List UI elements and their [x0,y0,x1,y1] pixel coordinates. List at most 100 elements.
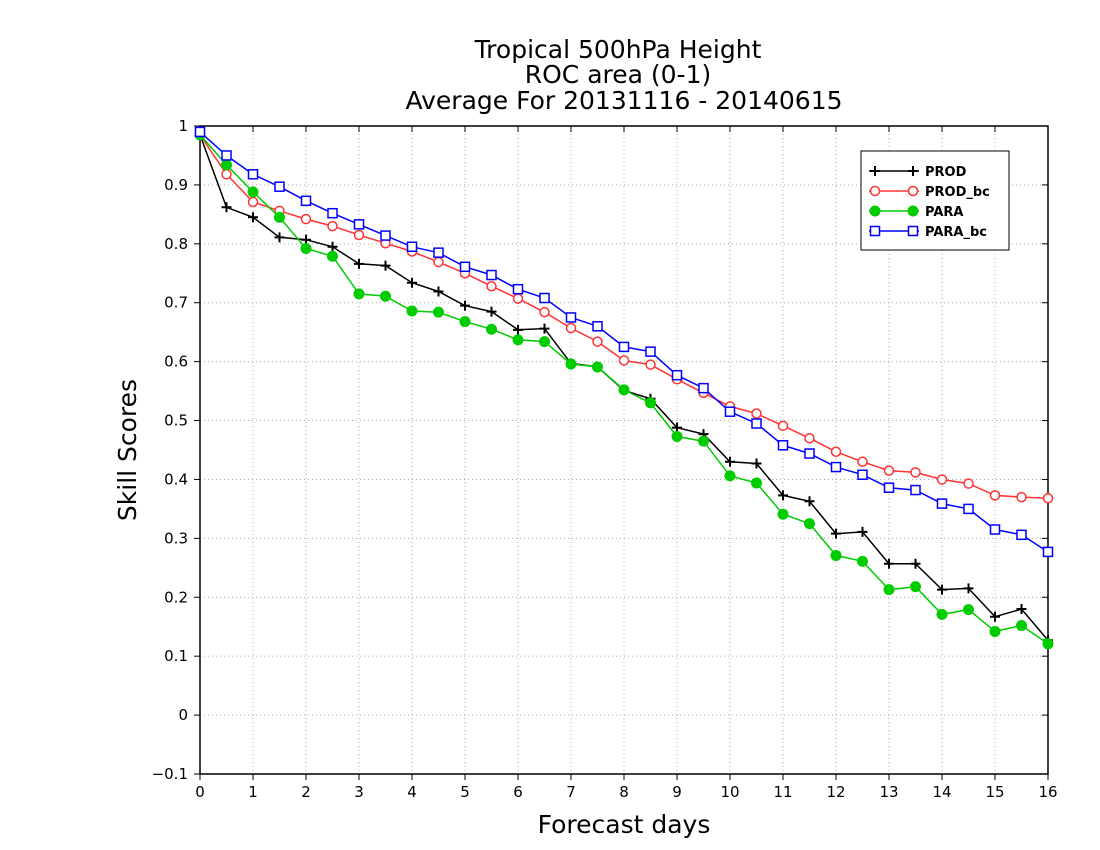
legend-label: PARA_bc [925,225,987,240]
data-point-prod-bc [963,478,974,489]
data-point-para-bc [274,181,285,192]
legend-label: PROD_bc [925,185,990,200]
data-point-prod-bc [1042,493,1054,504]
data-point-para [724,470,736,482]
legend-marker [907,205,919,217]
legend-marker [907,185,919,197]
data-point-para-bc [592,321,603,332]
data-point-para-bc [221,150,232,161]
legend-marker [870,166,880,176]
data-point-prod [857,526,868,537]
data-point-para-bc [830,461,842,473]
data-point-prod [407,277,417,288]
data-point-prod-bc [883,465,895,476]
x-tick-label: 0 [195,783,205,801]
x-tick-label: 16 [1038,783,1057,801]
data-point-para-bc [751,418,762,429]
data-point-para-bc [645,346,656,357]
chart-title-line-1: Tropical 500hPa Height [474,35,762,64]
y-tick-label: 0 [178,706,188,724]
legend-entry-para-bc: PARA_bc [869,225,987,240]
data-point-para-bc [247,169,259,180]
series-prod-bc [194,129,1054,504]
data-point-para [989,625,1001,637]
data-point-para [406,305,418,317]
data-point-para [936,608,948,620]
x-tick-label: 2 [301,783,311,801]
y-tick-label: 0.3 [164,529,188,547]
data-point-para [671,430,683,442]
data-point-prod [539,323,550,334]
y-tick-label: 0.1 [164,647,188,665]
data-point-prod-bc [512,293,524,304]
x-tick-label: 11 [773,783,792,801]
data-point-para [539,336,550,348]
data-point-prod-bc [247,196,259,208]
data-point-para [592,361,603,373]
legend-marker [907,225,919,237]
data-point-para-bc [380,230,391,241]
y-tick-label: 0.8 [164,235,188,253]
data-point-prod [221,202,232,213]
data-point-prod [380,260,391,271]
data-point-para [777,508,789,520]
data-point-prod-bc [327,220,338,232]
data-point-prod-bc [433,256,444,268]
x-tick-label: 12 [826,783,845,801]
data-point-prod [725,456,735,467]
chart-title-line-3: Average For 20131116 - 20140615 [405,86,842,115]
data-point-para-bc [433,247,444,258]
y-axis-label: Skill Scores [113,379,142,521]
data-point-para [804,518,815,530]
data-point-prod [513,324,523,335]
x-tick-label: 5 [460,783,470,801]
y-tick-label: −0.1 [152,765,188,783]
x-axis-label: Forecast days [538,810,711,839]
series-para-bc [194,126,1054,558]
data-point-para [963,604,974,616]
data-point-para-bc [671,369,683,381]
data-point-prod-bc [830,446,842,458]
data-point-prod-bc [592,336,603,347]
x-tick-label: 4 [407,783,417,801]
y-tick-label: 0.5 [164,412,188,430]
data-point-para [247,186,259,198]
y-tick-label: 0.7 [164,294,188,312]
data-point-prod-bc [804,432,815,444]
data-point-para [459,316,471,328]
axis-ticks: 0 1 2 3 4 5 6 7 8 9 10 11 12 13 14 15 16−0.100.10.20.30.… [152,117,1058,801]
data-point-prod-bc [565,322,577,334]
data-point-prod-bc [751,408,762,419]
data-point-para [618,384,630,396]
y-tick-label: 0.6 [164,353,188,371]
data-point-para-bc [857,469,868,480]
data-point-para [857,555,868,567]
data-point-prod-bc [936,474,948,485]
data-point-prod [354,258,364,269]
data-point-prod [274,232,285,243]
x-tick-label: 10 [720,783,739,801]
data-point-prod [963,583,974,594]
data-point-para [830,549,842,561]
legend-entry-prod: PROD [869,165,967,180]
legend-marker [869,225,881,237]
data-point-para [512,334,524,346]
y-tick-label: 0.2 [164,588,188,606]
data-point-para-bc [1042,546,1054,558]
x-tick-label: 6 [513,783,523,801]
data-point-prod [460,300,470,311]
x-tick-label: 15 [985,783,1004,801]
data-point-para [645,397,656,409]
data-point-para [380,290,391,302]
data-point-para [698,435,709,447]
data-point-prod [433,286,444,297]
legend-marker [869,205,881,217]
data-point-prod [884,558,894,569]
data-point-para [883,584,895,596]
legend-box [860,150,1010,251]
data-point-para-bc [618,341,630,353]
data-point-para-bc [353,219,365,230]
data-point-para [221,159,232,171]
x-tick-label: 13 [879,783,898,801]
data-point-para [274,211,285,223]
